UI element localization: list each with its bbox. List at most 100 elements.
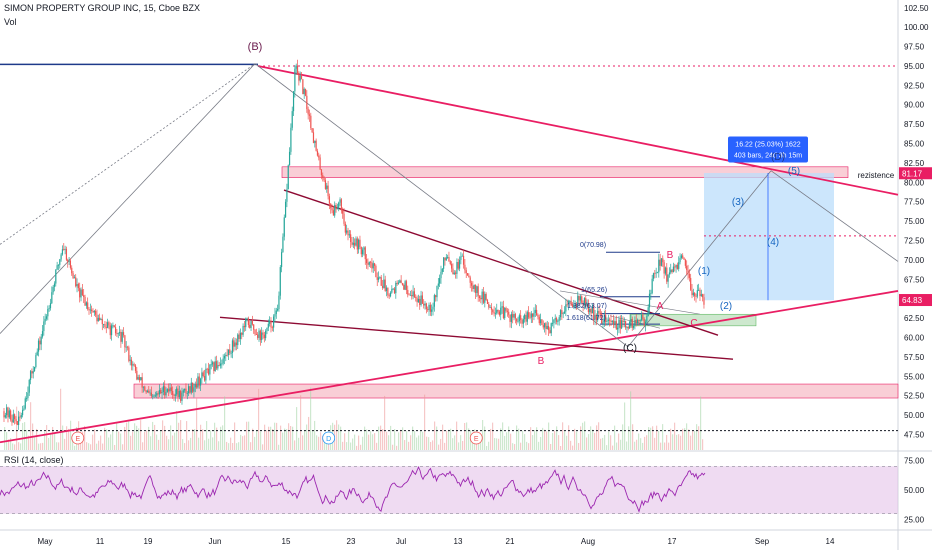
wedge-lower-line	[219, 316, 734, 360]
candle-body	[15, 419, 17, 422]
candle-body	[424, 303, 426, 306]
volume-bar	[262, 444, 264, 450]
volume-bar	[584, 421, 586, 450]
candle-body	[287, 165, 289, 190]
candle-body	[400, 280, 402, 284]
volume-bar	[642, 442, 644, 450]
volume-bar	[14, 444, 16, 450]
candle-body	[85, 302, 87, 306]
candle-body	[528, 312, 530, 318]
volume-bar	[240, 434, 242, 450]
candle-body	[634, 320, 636, 326]
volume-bar	[536, 427, 538, 450]
volume-bar	[420, 431, 422, 450]
volume-bar	[514, 444, 516, 450]
candle-body	[586, 302, 588, 306]
candle-body	[69, 260, 72, 268]
volume-bar	[678, 434, 680, 450]
candle-body	[644, 321, 647, 326]
candle-body	[567, 301, 570, 305]
volume-bar	[604, 434, 606, 450]
volume-bar	[174, 432, 176, 450]
volume-bar	[462, 440, 464, 450]
candle-body	[569, 301, 571, 302]
candle-body	[563, 311, 566, 314]
candle-body	[259, 330, 261, 341]
candle-body	[375, 265, 377, 278]
volume-bar	[88, 443, 90, 450]
candle-body	[372, 263, 374, 269]
volume-bar	[564, 431, 566, 450]
candle-body	[326, 185, 328, 189]
volume-bar	[558, 435, 560, 450]
candle-body	[222, 358, 224, 364]
volume-bar	[366, 429, 368, 450]
volume-bar	[450, 428, 452, 450]
candle-body	[27, 392, 29, 399]
volume-bar	[686, 423, 688, 450]
volume-bar	[142, 442, 144, 450]
candle-body	[501, 306, 503, 308]
volume-bar	[108, 437, 110, 450]
volume-bar	[602, 437, 604, 450]
volume-bar	[60, 388, 62, 450]
volume-bar	[310, 387, 312, 450]
price-marker-81-box	[899, 167, 932, 180]
volume-bar	[598, 422, 600, 450]
candle-body	[257, 334, 259, 338]
candle-body	[241, 332, 243, 335]
volume-bar	[538, 441, 540, 450]
volume-bar	[386, 431, 388, 450]
volume-bar	[578, 442, 580, 450]
volume-bar	[10, 438, 12, 450]
candle-body	[632, 325, 635, 328]
candle-body	[6, 407, 8, 416]
candle-body	[525, 314, 527, 322]
candle-body	[444, 257, 446, 261]
volume-bar	[86, 442, 88, 450]
candle-body	[537, 314, 539, 317]
candle-body	[566, 304, 568, 306]
candle-body	[176, 388, 178, 395]
volume-bar	[136, 425, 138, 450]
candle-body	[277, 309, 279, 311]
volume-bar	[594, 432, 596, 450]
volume-bar	[200, 424, 202, 450]
candle-body	[44, 318, 46, 322]
candle-body	[101, 318, 103, 325]
volume-bar	[100, 435, 102, 450]
candle-body	[417, 298, 420, 303]
volume-bar	[170, 425, 172, 450]
candle-body	[486, 300, 489, 305]
candle-body	[28, 379, 30, 393]
volume-bar	[666, 434, 668, 450]
candle-body	[699, 289, 701, 297]
candle-body	[451, 263, 453, 269]
candle-body	[39, 340, 41, 345]
candle-body	[493, 312, 495, 314]
volume-bar	[216, 427, 218, 450]
volume-bar	[404, 440, 406, 450]
volume-bar	[246, 421, 248, 450]
event-marker	[322, 431, 336, 445]
candle-body	[251, 321, 253, 325]
candle-body	[469, 277, 471, 283]
volume-bar	[338, 424, 340, 450]
price-tick-label: 85.00	[904, 140, 925, 149]
candle-body	[529, 317, 531, 319]
candle-body	[104, 324, 106, 327]
volume-bar	[638, 433, 640, 450]
volume-bar	[400, 429, 402, 450]
volume-bar	[284, 428, 286, 450]
candle-body	[359, 239, 361, 247]
candle-body	[4, 415, 6, 418]
volume-bar	[480, 437, 482, 450]
candle-body	[545, 323, 547, 329]
candle-body	[668, 272, 671, 275]
candle-body	[107, 322, 109, 328]
volume-bar	[66, 426, 68, 450]
rising-support-line	[0, 290, 899, 444]
fib-label-0: 0(70.98)	[580, 242, 606, 249]
volume-bar	[458, 442, 460, 450]
